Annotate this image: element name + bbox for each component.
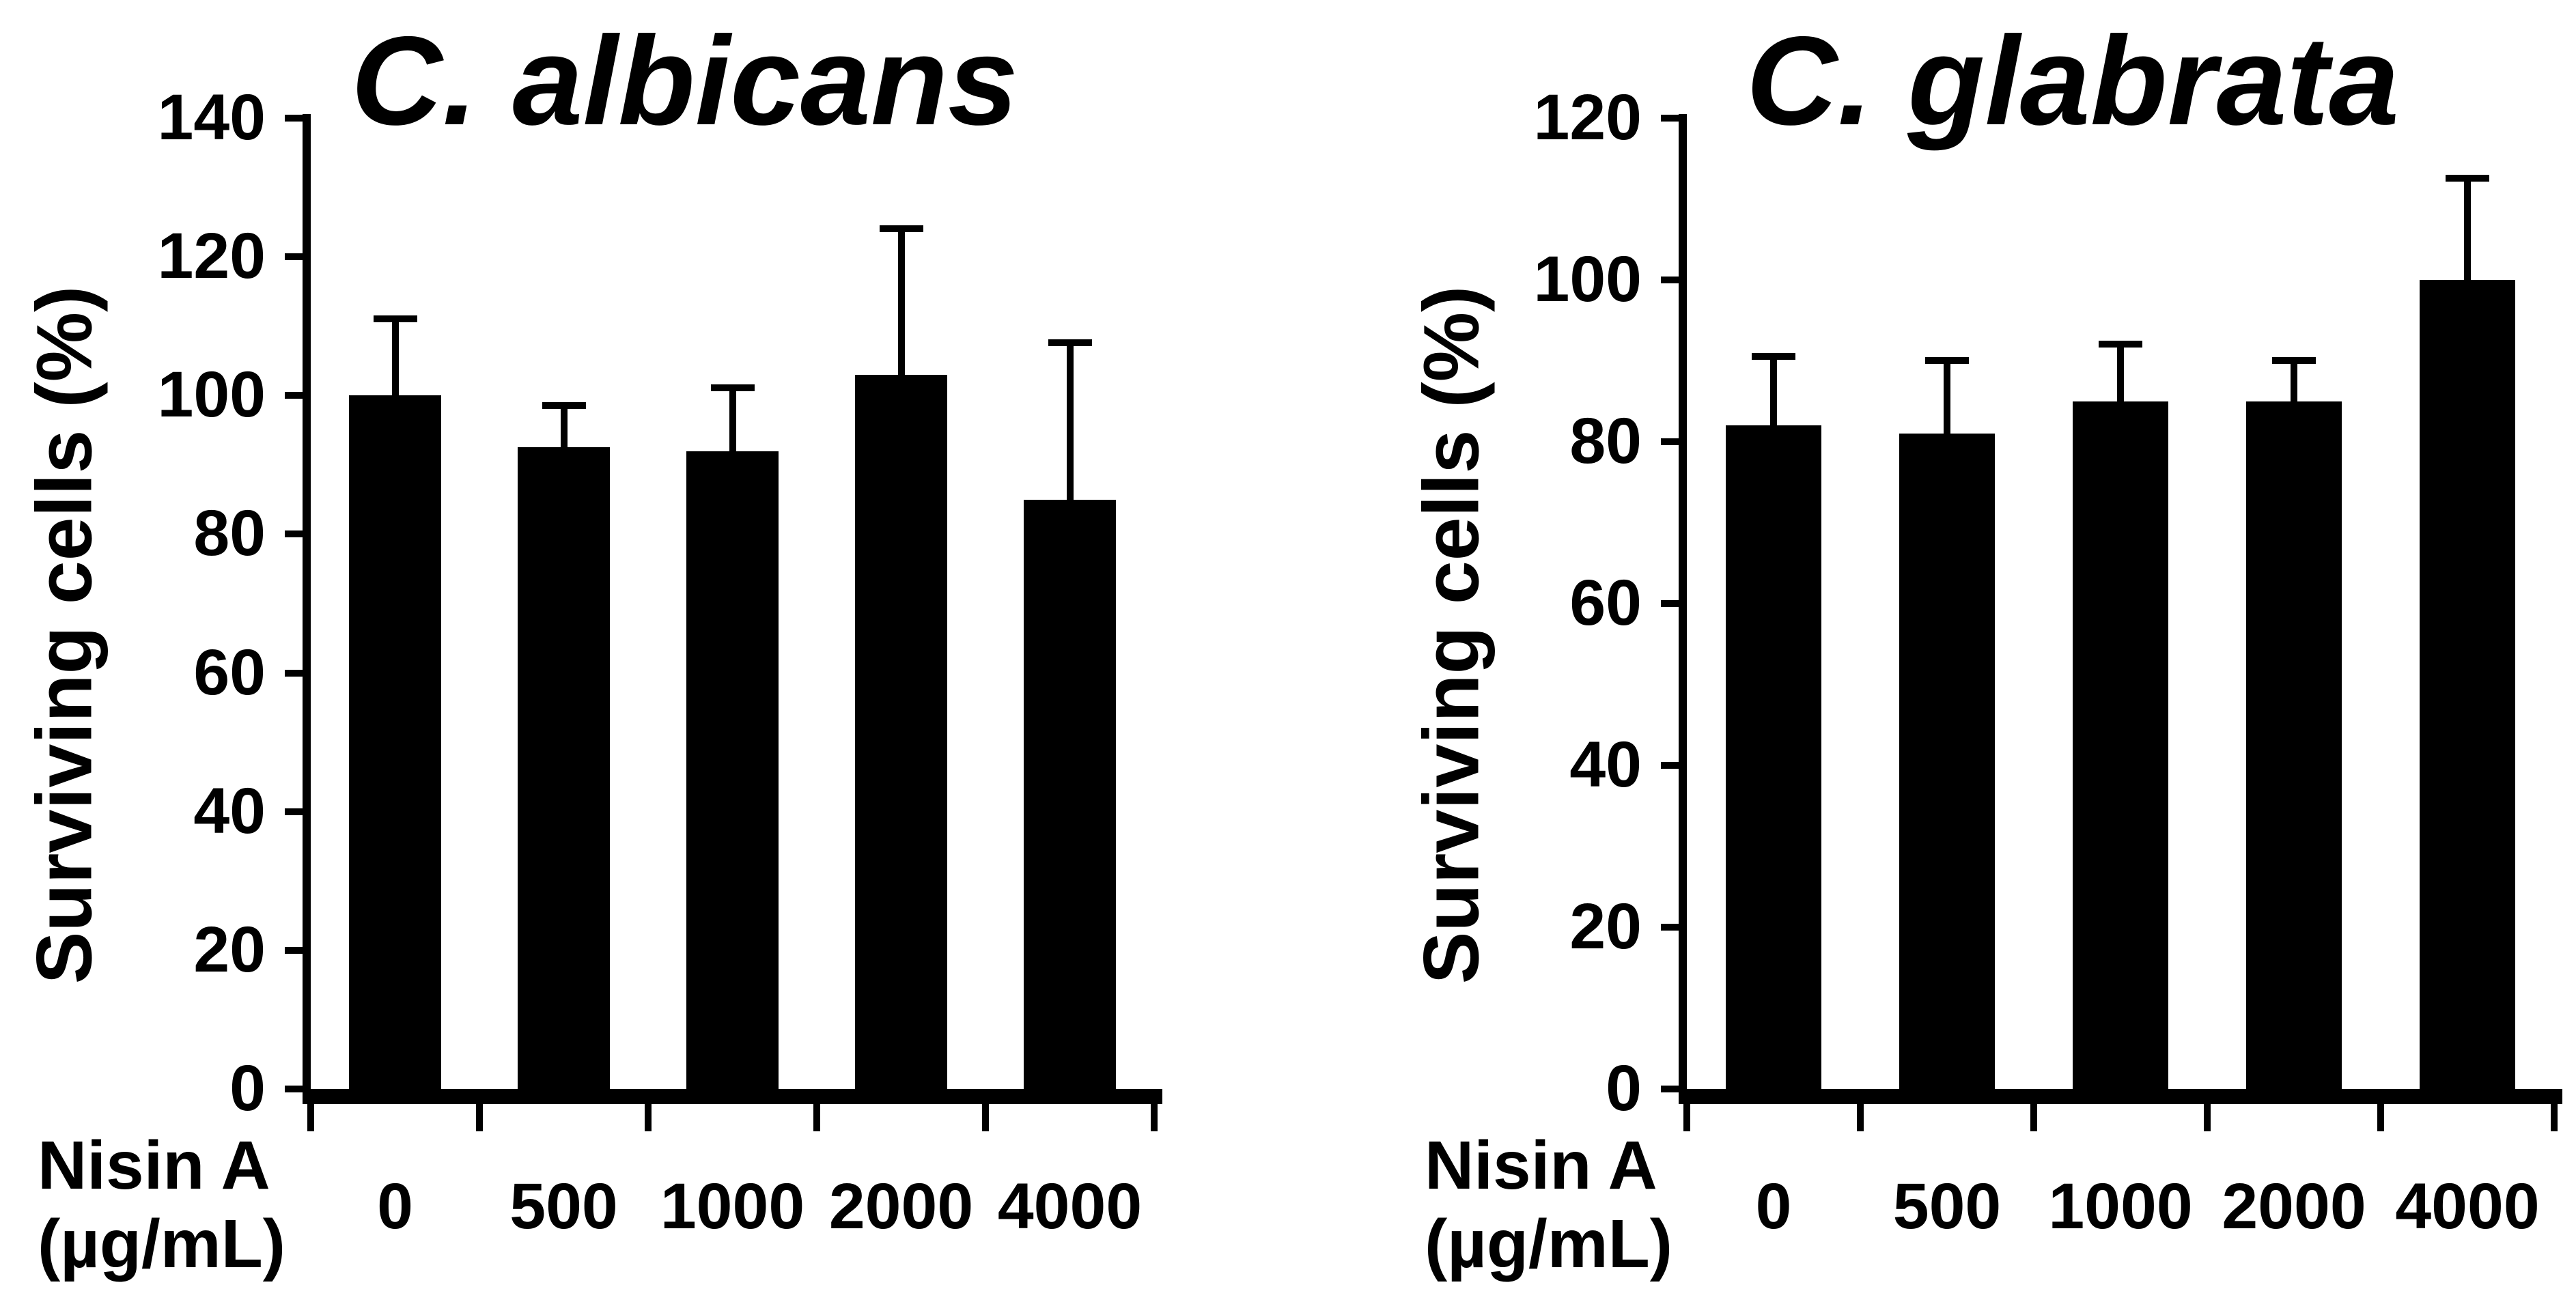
error-bar-cap — [710, 384, 755, 392]
y-tick-label: 0 — [229, 1052, 266, 1124]
x-tick-label: 4000 — [2395, 1170, 2540, 1243]
y-tick — [285, 115, 303, 122]
error-bar-whisker — [2117, 344, 2124, 403]
error-bar-whisker — [2291, 360, 2297, 403]
plot-area: 0 20 40 60 80 100 120 140 0 500 1000 2000 4000 — [157, 81, 1162, 1243]
x-tick — [307, 1104, 314, 1131]
x-tick-label: 0 — [377, 1170, 413, 1243]
error-bar-cap — [542, 401, 586, 409]
error-bar-whisker — [1770, 356, 1777, 427]
error-bar-cap — [1752, 352, 1795, 360]
error-bar-whisker — [1066, 343, 1074, 501]
error-bar-whisker — [560, 406, 568, 449]
x-axis-title-line1: Nisin A — [1425, 1127, 1657, 1204]
y-tick — [285, 530, 303, 538]
error-bar-whisker — [1944, 360, 1950, 436]
y-tick — [1661, 600, 1679, 607]
y-tick — [285, 392, 303, 399]
x-tick-label: 1000 — [2048, 1170, 2193, 1243]
y-tick-label: 80 — [1569, 405, 1642, 477]
y-tick — [1661, 924, 1679, 931]
bar — [2246, 401, 2342, 1089]
error-bar-cap — [2099, 340, 2142, 348]
bar — [686, 451, 779, 1089]
y-tick — [285, 253, 303, 261]
y-tick-label: 40 — [193, 774, 266, 847]
bar — [2073, 401, 2168, 1089]
bar — [2420, 280, 2515, 1089]
y-axis-line — [303, 114, 311, 1104]
x-tick — [2030, 1104, 2037, 1131]
error-bar-whisker — [897, 229, 905, 376]
y-tick — [285, 946, 303, 954]
bar — [854, 374, 948, 1089]
x-axis-title-line1: Nisin A — [38, 1127, 270, 1204]
error-bar-cap — [2272, 356, 2316, 364]
bar — [1023, 499, 1117, 1089]
y-tick-label: 60 — [1569, 567, 1642, 639]
error-bar-cap — [373, 315, 417, 322]
x-axis-title: Nisin A (µg/mL) — [38, 1127, 285, 1284]
y-tick — [1661, 1086, 1679, 1092]
x-tick-label: 4000 — [997, 1170, 1143, 1243]
y-tick-label: 120 — [1533, 81, 1642, 154]
x-tick — [2377, 1104, 2384, 1131]
chart-panel-c-albicans: C. albicans Surviving cells (%) Nisin A … — [21, 11, 1162, 1284]
x-axis-line — [1679, 1089, 2562, 1104]
x-tick — [476, 1104, 483, 1131]
chart-title: C. glabrata — [1746, 11, 2400, 152]
error-bar-cap — [1925, 356, 1969, 364]
y-tick-label: 60 — [193, 636, 266, 709]
y-tick — [1661, 438, 1679, 445]
plot-area: 0 20 40 60 80 100 120 0 500 1000 2000 4000 — [1288, 0, 2576, 1302]
x-axis-title-line2: (µg/mL) — [38, 1206, 286, 1282]
error-bar-cap — [2446, 174, 2489, 182]
x-tick — [645, 1104, 652, 1131]
x-tick-label: 500 — [1892, 1170, 2002, 1243]
bar — [1726, 425, 1821, 1089]
y-tick-label: 100 — [1533, 243, 1642, 315]
x-tick — [982, 1104, 989, 1131]
bar — [517, 447, 611, 1089]
error-bar-cap — [879, 225, 923, 232]
y-tick — [285, 808, 303, 815]
y-tick — [1661, 762, 1679, 769]
bar — [348, 395, 442, 1089]
x-tick-label: 0 — [1755, 1170, 1792, 1243]
y-axis-line — [1679, 114, 1687, 1104]
chart-panel-c-glabrata: C. glabrata Surviving cells (%) Nisin A … — [1288, 0, 2576, 1302]
y-tick-label: 120 — [157, 220, 266, 293]
x-tick — [1151, 1104, 1158, 1131]
y-tick-label: 0 — [1606, 1052, 1642, 1124]
x-tick — [1683, 1104, 1690, 1131]
error-bar-whisker — [2464, 178, 2471, 281]
x-tick — [813, 1104, 820, 1131]
x-axis-line — [303, 1089, 1162, 1104]
chart-title: C. albicans — [351, 11, 1018, 152]
y-tick-label: 20 — [1569, 890, 1642, 963]
y-tick-label: 80 — [193, 497, 266, 570]
x-tick-label: 500 — [509, 1170, 618, 1243]
y-tick — [1661, 277, 1679, 283]
y-tick-label: 40 — [1569, 728, 1642, 801]
y-tick — [285, 1086, 303, 1092]
x-axis-title: Nisin A (µg/mL) — [1425, 1127, 1672, 1284]
error-bar-cap — [1048, 339, 1092, 347]
y-tick-label: 100 — [157, 358, 266, 431]
x-tick-label: 1000 — [660, 1170, 805, 1243]
y-tick-label: 140 — [157, 81, 266, 154]
x-tick-label: 2000 — [828, 1170, 974, 1243]
x-tick — [1857, 1104, 1864, 1131]
error-bar-whisker — [729, 388, 736, 453]
y-tick-label: 20 — [193, 913, 266, 986]
y-tick — [1661, 115, 1679, 122]
x-axis-title-line2: (µg/mL) — [1425, 1206, 1673, 1282]
x-tick — [2204, 1104, 2211, 1131]
x-tick — [2551, 1104, 2558, 1131]
x-tick-label: 2000 — [2222, 1170, 2366, 1243]
y-tick — [285, 669, 303, 677]
error-bar-whisker — [391, 319, 399, 397]
bar — [1899, 434, 1995, 1089]
